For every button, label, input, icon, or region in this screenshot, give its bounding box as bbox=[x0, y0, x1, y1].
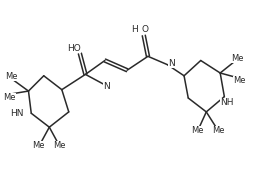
Text: HO: HO bbox=[67, 44, 81, 53]
Text: N: N bbox=[104, 82, 110, 91]
Text: Me: Me bbox=[3, 93, 16, 102]
Text: Me: Me bbox=[54, 141, 66, 150]
Text: Me: Me bbox=[191, 126, 204, 135]
Text: N: N bbox=[168, 59, 175, 68]
Text: O: O bbox=[142, 25, 149, 34]
Text: H: H bbox=[131, 25, 137, 34]
Text: Me: Me bbox=[32, 141, 45, 150]
Text: HN: HN bbox=[10, 109, 23, 118]
Text: Me: Me bbox=[233, 76, 245, 85]
Text: Me: Me bbox=[212, 126, 224, 135]
Text: NH: NH bbox=[220, 98, 233, 107]
Text: Me: Me bbox=[5, 72, 17, 81]
Text: Me: Me bbox=[231, 54, 244, 63]
